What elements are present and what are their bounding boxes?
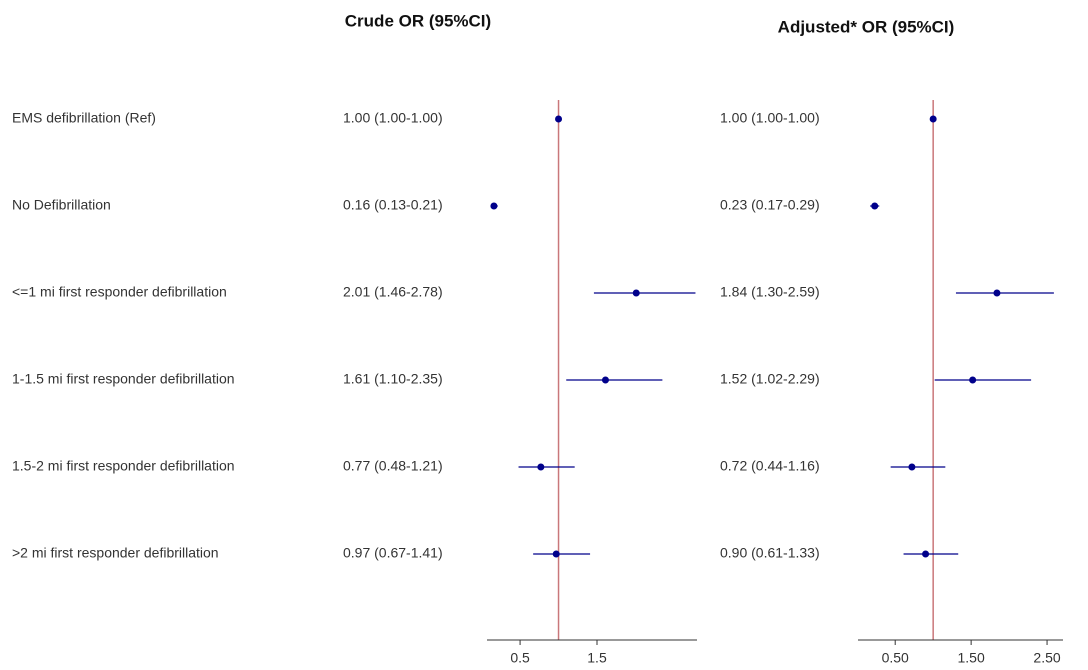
point-estimate bbox=[922, 550, 930, 558]
point-estimate bbox=[871, 202, 879, 210]
x-tick-label: 0.50 bbox=[882, 650, 909, 666]
panel-title: Adjusted* OR (95%CI) bbox=[778, 17, 955, 36]
value-label: 0.16 (0.13-0.21) bbox=[343, 197, 443, 213]
row-label: <=1 mi first responder defibrillation bbox=[12, 284, 227, 300]
value-label: 1.61 (1.10-2.35) bbox=[343, 371, 443, 387]
value-label: 0.97 (0.67-1.41) bbox=[343, 545, 443, 561]
value-label: 0.72 (0.44-1.16) bbox=[720, 458, 820, 474]
row-label: >2 mi first responder defibrillation bbox=[12, 545, 219, 561]
point-estimate bbox=[929, 115, 937, 123]
point-estimate bbox=[969, 376, 977, 384]
value-label: 2.01 (1.46-2.78) bbox=[343, 284, 443, 300]
row-label: EMS defibrillation (Ref) bbox=[12, 110, 156, 126]
row-label: 1.5-2 mi first responder defibrillation bbox=[12, 458, 235, 474]
x-tick-label: 1.50 bbox=[958, 650, 985, 666]
value-label: 0.23 (0.17-0.29) bbox=[720, 197, 820, 213]
value-label: 1.00 (1.00-1.00) bbox=[343, 110, 443, 126]
point-estimate bbox=[993, 289, 1001, 297]
x-tick-label: 1.5 bbox=[587, 650, 607, 666]
value-label: 1.52 (1.02-2.29) bbox=[720, 371, 820, 387]
value-label: 0.90 (0.61-1.33) bbox=[720, 545, 820, 561]
point-estimate bbox=[552, 550, 560, 558]
x-tick-label: 2.50 bbox=[1033, 650, 1060, 666]
x-tick-label: 0.5 bbox=[510, 650, 530, 666]
point-estimate bbox=[601, 376, 609, 384]
value-label: 1.84 (1.30-2.59) bbox=[720, 284, 820, 300]
point-estimate bbox=[908, 463, 916, 471]
value-label: 1.00 (1.00-1.00) bbox=[720, 110, 820, 126]
point-estimate bbox=[555, 115, 563, 123]
row-label: No Defibrillation bbox=[12, 197, 111, 213]
panel-title: Crude OR (95%CI) bbox=[345, 11, 491, 30]
point-estimate bbox=[490, 202, 498, 210]
point-estimate bbox=[537, 463, 545, 471]
row-label: 1-1.5 mi first responder defibrillation bbox=[12, 371, 235, 387]
value-label: 0.77 (0.48-1.21) bbox=[343, 458, 443, 474]
point-estimate bbox=[632, 289, 640, 297]
